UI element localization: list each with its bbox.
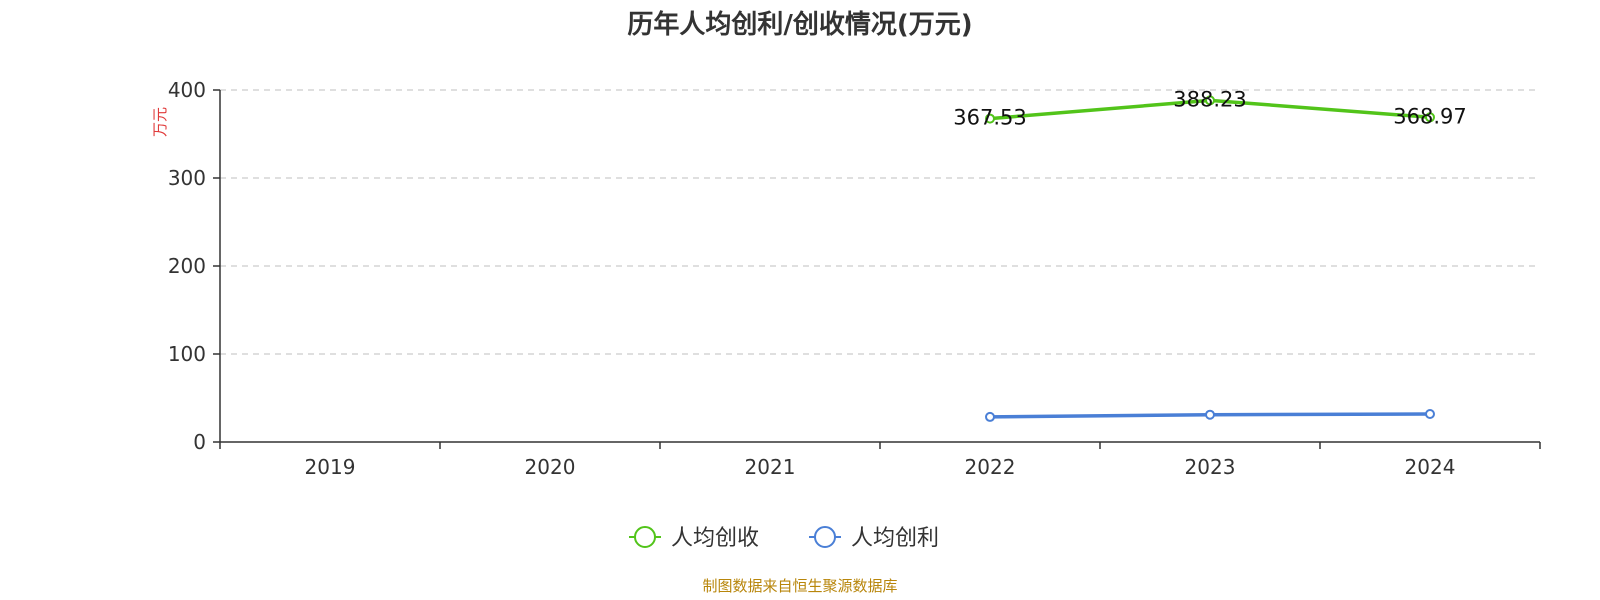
y-tick-label: 0 (193, 430, 206, 454)
axes (213, 89, 1541, 449)
data-point[interactable] (1205, 409, 1215, 420)
series-lines (985, 95, 1435, 422)
legend[interactable]: 人均创收 人均创利 (629, 526, 939, 551)
source-note: 制图数据来自恒生聚源数据库 (702, 577, 897, 595)
legend-item-1[interactable]: 人均创利 (809, 526, 939, 551)
tick-labels: 0 100 200 300 400 2019 2020 2021 2022 2023 2024 (168, 78, 1456, 479)
x-tick-label: 2023 (1185, 455, 1236, 479)
y-tick-label: 100 (168, 342, 206, 366)
data-labels: 367.53 388.23 368.97 (953, 87, 1466, 129)
y-tick-label: 300 (168, 166, 206, 190)
x-tick-label: 2020 (525, 455, 576, 479)
legend-label: 人均创收 (671, 526, 759, 551)
y-tick-label: 200 (168, 254, 206, 278)
data-point[interactable] (1205, 95, 1215, 106)
data-label: 368.97 (1393, 104, 1466, 128)
y-axis-label: 万元 (151, 107, 169, 137)
data-label: 367.53 (953, 106, 1026, 130)
legend-marker-icon (634, 526, 656, 548)
data-label: 388.23 (1173, 87, 1246, 111)
x-tick-label: 2022 (965, 455, 1016, 479)
legend-label: 人均创利 (851, 526, 939, 551)
x-tick-label: 2019 (305, 455, 356, 479)
data-point[interactable] (985, 411, 995, 422)
data-point[interactable] (985, 113, 995, 124)
y-tick-label: 400 (168, 78, 206, 102)
data-point[interactable] (1425, 409, 1435, 420)
gridlines (220, 89, 1540, 355)
chart-title: 历年人均创利/创收情况(万元) (627, 9, 972, 40)
data-point[interactable] (1425, 112, 1435, 123)
legend-marker-icon (814, 526, 836, 548)
x-tick-label: 2021 (745, 455, 796, 479)
x-tick-label: 2024 (1405, 455, 1456, 479)
legend-item-0[interactable]: 人均创收 (629, 526, 759, 551)
